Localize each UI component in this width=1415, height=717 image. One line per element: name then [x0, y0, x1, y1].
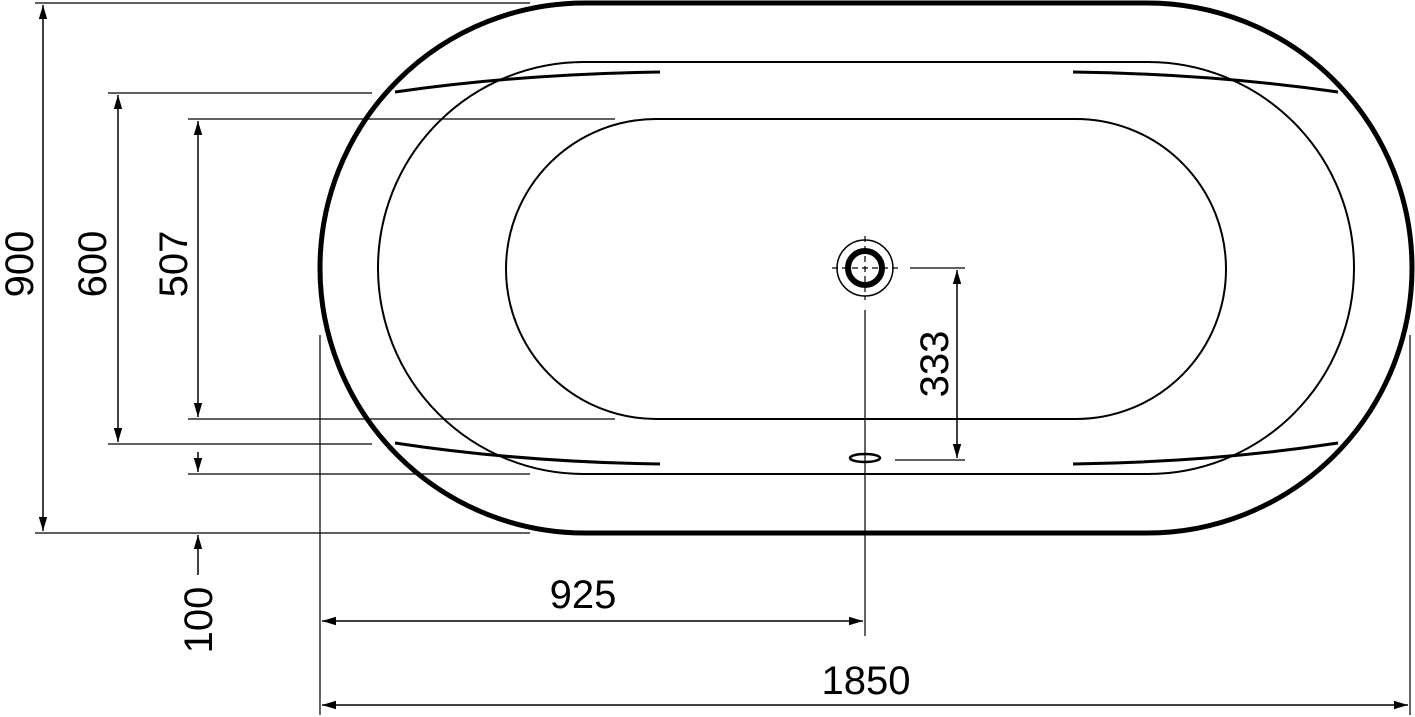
- dim-label-100: 100: [177, 587, 221, 654]
- dimension-lines: [38, 4, 1408, 710]
- tub-basin: [505, 118, 1227, 420]
- handle-bottom-left: [394, 441, 661, 466]
- dim-label-600: 600: [71, 231, 115, 298]
- handle-top-right: [1072, 70, 1339, 94]
- dim-label-925: 925: [550, 573, 617, 617]
- dim-label-333: 333: [913, 331, 957, 398]
- dim-label-507: 507: [152, 231, 196, 298]
- handle-bottom-right: [1072, 441, 1339, 466]
- tub-outer-rim: [317, 0, 1415, 536]
- tub-inner-rim: [377, 61, 1355, 475]
- extension-lines: [35, 2, 1411, 715]
- dim-label-1850: 1850: [822, 659, 911, 703]
- handle-top-left: [394, 70, 661, 94]
- dim-label-900: 900: [0, 231, 42, 298]
- rim-handle-curves: [394, 70, 1339, 466]
- drain: [832, 236, 898, 300]
